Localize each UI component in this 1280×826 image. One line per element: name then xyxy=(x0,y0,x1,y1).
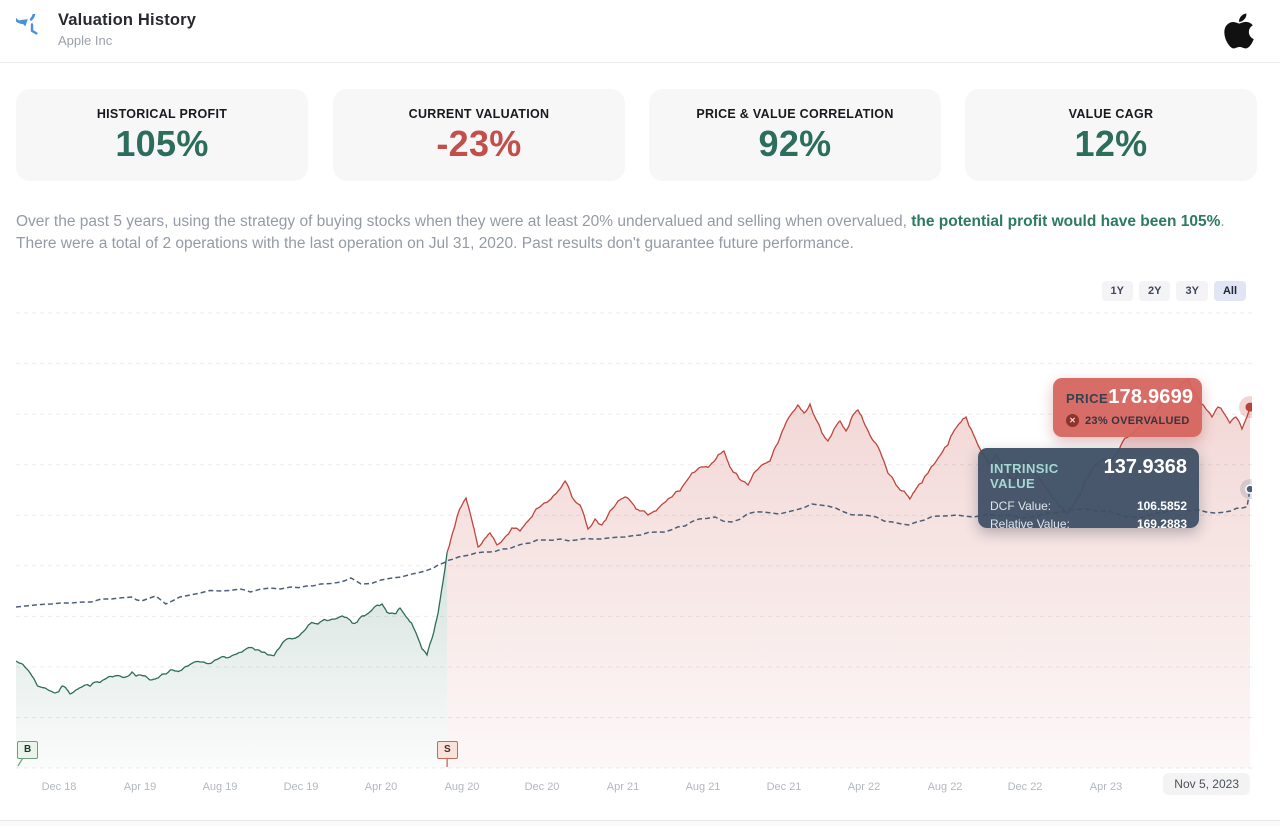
last-date-pill: Nov 5, 2023 xyxy=(1163,773,1250,795)
relative-value-label: Relative Value: xyxy=(990,517,1070,531)
price-tooltip: PRICE 178.9699 ✕ 23% OVERVALUED xyxy=(1053,378,1202,437)
x-tick: Apr 20 xyxy=(364,781,398,793)
dcf-value-row: DCF Value: 106.5852 xyxy=(990,497,1187,515)
relative-value: 169.2883 xyxy=(1136,517,1187,531)
x-tick: Dec 22 xyxy=(1007,781,1043,793)
history-icon xyxy=(16,14,38,35)
stat-label: HISTORICAL PROFIT xyxy=(96,107,228,121)
x-tick: Aug 21 xyxy=(685,781,721,793)
apple-logo xyxy=(1224,13,1254,49)
stat-value: 12% xyxy=(1074,123,1148,164)
description-text: Over the past 5 years, using the strateg… xyxy=(16,213,912,230)
circle-x-icon: ✕ xyxy=(1066,414,1079,427)
time-range-selector: 1Y 2Y 3Y All xyxy=(1101,281,1246,301)
x-tick: Apr 22 xyxy=(847,781,881,793)
relative-value-row: Relative Value: 169.2883 xyxy=(990,515,1187,533)
intrinsic-value-tooltip: INTRINSIC VALUE 137.9368 DCF Value: 106.… xyxy=(978,448,1199,531)
dcf-value: 106.5852 xyxy=(1136,499,1187,513)
stat-value: 105% xyxy=(115,123,209,164)
bottom-divider xyxy=(0,820,1280,826)
price-tooltip-value: 178.9699 xyxy=(1108,386,1194,408)
intrinsic-tooltip-label: INTRINSIC VALUE xyxy=(990,461,1059,491)
overvalued-badge: 23% OVERVALUED xyxy=(1085,414,1190,427)
x-tick: Dec 21 xyxy=(766,781,802,793)
x-tick: Dec 20 xyxy=(524,781,560,793)
page-title: Valuation History xyxy=(58,11,197,29)
stat-label: VALUE CAGR xyxy=(1068,107,1154,121)
x-tick: Dec 18 xyxy=(41,781,77,793)
stat-label: PRICE & VALUE CORRELATION xyxy=(696,107,894,121)
description-text: . There were a total of 2 operations wit… xyxy=(16,213,1225,252)
range-button-all[interactable]: All xyxy=(1213,281,1246,301)
stat-value: -23% xyxy=(436,123,522,164)
range-button-1y[interactable]: 1Y xyxy=(1101,281,1133,301)
valuation-chart[interactable]: PRICE 178.9699 ✕ 23% OVERVALUED INTRINSI… xyxy=(16,300,1252,770)
stat-label: CURRENT VALUATION xyxy=(408,107,550,121)
page-subtitle: Apple Inc xyxy=(58,33,113,48)
range-button-2y[interactable]: 2Y xyxy=(1139,281,1171,301)
stat-card-current-valuation: CURRENT VALUATION -23% xyxy=(333,89,625,181)
x-tick: Aug 22 xyxy=(927,781,963,793)
stat-card-price-value-correlation: PRICE & VALUE CORRELATION 92% xyxy=(649,89,941,181)
chart-plot-area[interactable] xyxy=(16,300,1252,770)
stat-card-historical-profit: HISTORICAL PROFIT 105% xyxy=(16,89,308,181)
buy-marker-flag[interactable]: B xyxy=(17,741,39,759)
sell-marker-flag[interactable]: S xyxy=(437,741,458,759)
description-highlight: the potential profit would have been 105… xyxy=(911,213,1221,230)
range-button-3y[interactable]: 3Y xyxy=(1176,281,1208,301)
price-tooltip-label: PRICE xyxy=(1066,391,1109,406)
stat-value: 92% xyxy=(758,123,832,164)
strategy-description: Over the past 5 years, using the strateg… xyxy=(16,211,1264,255)
x-tick: Dec 19 xyxy=(283,781,319,793)
x-tick: Aug 20 xyxy=(444,781,480,793)
x-tick: Apr 21 xyxy=(606,781,640,793)
x-tick: Apr 19 xyxy=(123,781,157,793)
page-header: Valuation History Apple Inc xyxy=(0,0,1280,63)
x-tick: Apr 23 xyxy=(1089,781,1123,793)
stat-card-value-cagr: VALUE CAGR 12% xyxy=(965,89,1257,181)
dcf-value-label: DCF Value: xyxy=(990,499,1052,513)
x-tick: Aug 19 xyxy=(202,781,238,793)
intrinsic-tooltip-value: 137.9368 xyxy=(1103,456,1187,478)
